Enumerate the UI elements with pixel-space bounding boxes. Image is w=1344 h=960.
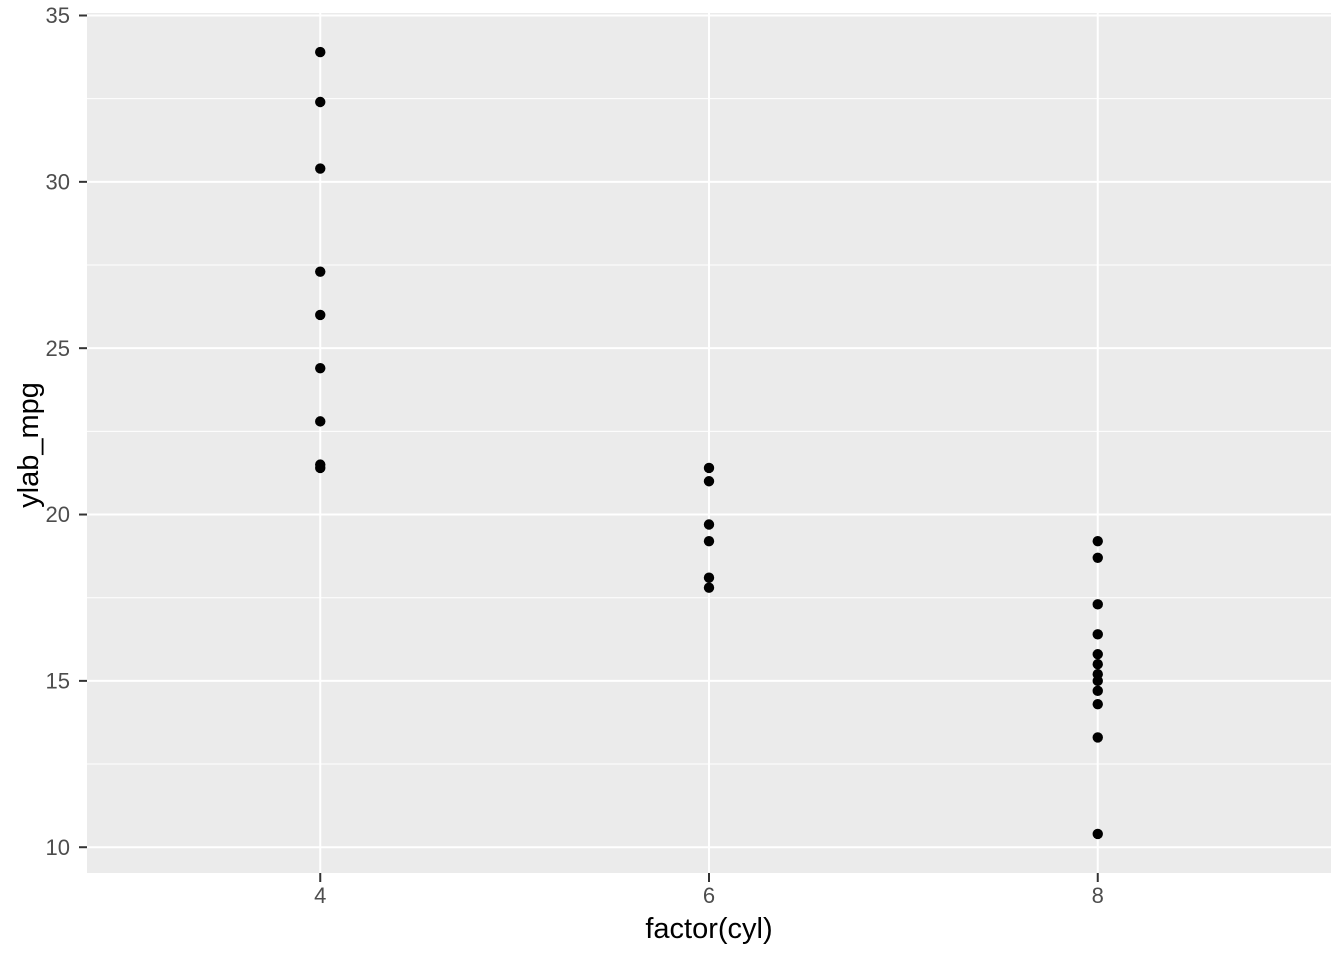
- data-point: [1092, 732, 1103, 743]
- y-axis-tick-label: 35: [46, 3, 70, 28]
- data-point: [315, 362, 326, 374]
- y-axis-tick-label: 10: [46, 835, 70, 860]
- gridlines-major: [87, 13, 1331, 873]
- axis-tick-labels: 10 15 20 25 30 35 4 6 8: [46, 3, 1104, 908]
- data-point: [1092, 675, 1103, 687]
- data-point: [315, 163, 326, 174]
- x-axis-tick-label: 6: [703, 883, 715, 908]
- data-point: [315, 46, 326, 58]
- axis-tick-marks: [79, 14, 1099, 882]
- data-point: [1092, 659, 1103, 670]
- y-axis-tick-label: 20: [46, 502, 70, 527]
- x-axis-tick-label: 4: [314, 883, 326, 908]
- data-point: [703, 572, 715, 583]
- data-point: [703, 519, 715, 530]
- data-point: [315, 309, 326, 321]
- y-axis-tick-label: 30: [46, 170, 70, 195]
- y-axis-tick-label: 25: [46, 336, 70, 361]
- y-axis-title: ylab_mpg: [13, 382, 45, 508]
- data-point: [1092, 629, 1103, 640]
- y-axis-tick-label: 15: [46, 669, 70, 694]
- data-point: [703, 462, 715, 474]
- data-point: [1092, 698, 1103, 710]
- data-point: [703, 582, 715, 593]
- data-point: [1092, 649, 1103, 660]
- x-axis-tick-label: 8: [1092, 883, 1104, 908]
- data-points-layer: [315, 46, 1103, 840]
- data-point: [1092, 685, 1103, 697]
- x-axis-title: factor(cyl): [645, 913, 772, 945]
- data-point: [315, 266, 326, 277]
- data-point: [1092, 535, 1103, 547]
- data-point: [315, 462, 326, 474]
- data-point: [703, 476, 715, 487]
- data-point: [315, 96, 326, 108]
- data-point: [1092, 828, 1103, 840]
- data-point: [1092, 552, 1103, 563]
- data-point: [703, 535, 715, 547]
- data-point: [1092, 599, 1103, 610]
- data-point: [315, 416, 326, 427]
